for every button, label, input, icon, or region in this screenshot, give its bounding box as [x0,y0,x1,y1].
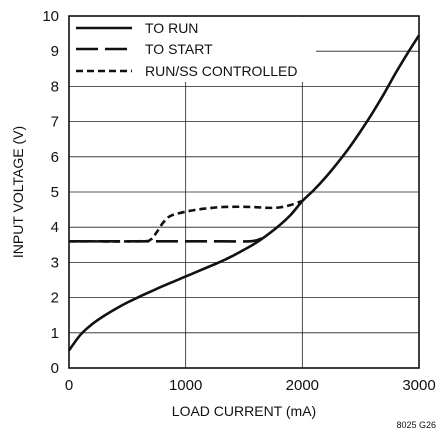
y-tick-label: 0 [51,360,59,377]
y-axis-label: INPUT VOLTAGE (V) [10,126,26,258]
legend-label-run-ss-controlled: RUN/SS CONTROLLED [145,63,297,79]
y-tick-label: 9 [51,43,59,60]
y-tick-label: 8 [51,78,59,95]
plot-frame [68,15,420,369]
legend-label-to-run: TO RUN [145,20,198,36]
series-layer [67,34,421,352]
legend: TO RUN TO START RUN/SS CONTROLLED [70,17,316,82]
y-tick-label: 3 [51,254,59,271]
y-tick-label: 5 [51,184,59,201]
legend-label-to-start: TO START [145,41,213,57]
series-to-run [67,34,421,352]
y-tick-label: 4 [51,219,59,236]
y-tick-label: 10 [42,8,59,25]
y-tick-label: 7 [51,114,59,131]
x-tick-label: 1000 [169,377,202,394]
series-to-start [68,237,262,243]
x-axis-label: LOAD CURRENT (mA) [172,403,316,419]
tick-labels: 0 1 2 3 4 5 6 7 8 9 10 0 1000 2000 3000 [42,8,435,394]
x-tick-label: 2000 [286,377,319,394]
x-tick-label: 0 [65,377,73,394]
series-run-ss-controlled [68,199,303,243]
y-tick-label: 2 [51,290,59,307]
figure-id: 8025 G26 [396,420,436,430]
y-tick-label: 1 [51,325,59,342]
y-tick-label: 6 [51,149,59,166]
x-tick-label: 3000 [402,377,435,394]
